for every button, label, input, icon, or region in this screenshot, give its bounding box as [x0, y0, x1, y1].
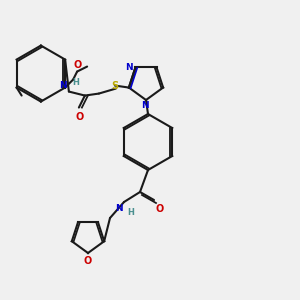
Text: O: O	[76, 112, 84, 122]
Text: N: N	[125, 63, 132, 72]
Text: O: O	[156, 204, 164, 214]
Text: N: N	[116, 204, 123, 213]
Text: H: H	[127, 208, 134, 217]
Text: N: N	[141, 101, 149, 110]
Text: S: S	[111, 81, 118, 91]
Text: H: H	[72, 78, 79, 87]
Text: O: O	[73, 60, 81, 70]
Text: N: N	[59, 81, 67, 90]
Text: O: O	[84, 256, 92, 266]
